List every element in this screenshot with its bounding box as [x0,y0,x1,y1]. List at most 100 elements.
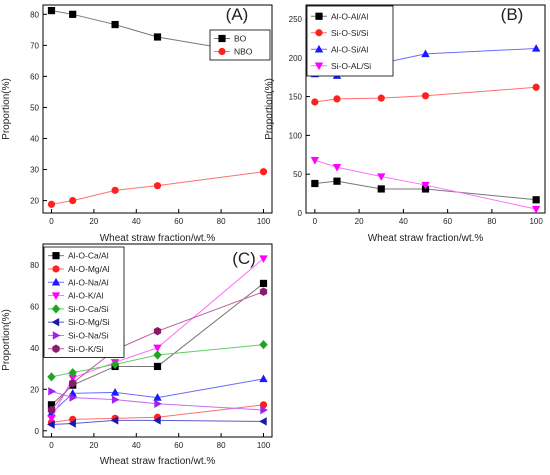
data-point [154,399,162,408]
data-point [333,95,341,103]
legend-label: Si-O-Mg/Si [68,317,110,327]
data-point [69,378,77,388]
legend-marker [315,12,323,20]
x-tick-label: 40 [132,217,141,226]
data-point [47,420,55,429]
y-tick-label: 0 [298,209,303,218]
panel-label: (B) [501,5,524,24]
legend-marker [52,252,60,260]
series-nbo [47,168,268,208]
data-point [47,372,56,382]
data-point [310,157,320,165]
y-tick-label: 60 [30,302,39,311]
data-point [153,362,162,371]
data-point [153,344,162,353]
data-point [532,196,540,204]
data-point [111,186,119,194]
data-point [377,173,386,181]
plot-frame [305,4,546,214]
data-point [259,287,268,296]
data-point [111,20,119,29]
legend-label: Si-O-Na/Si [68,330,109,340]
data-point [69,393,78,402]
data-point [311,179,319,188]
data-point [260,405,268,415]
legend-label: Si-O-Ca/Si [68,304,109,314]
data-point [111,395,120,404]
legend-marker [315,29,323,37]
y-axis-label: Proportion(%) [264,78,275,140]
y-tick-label: 40 [30,134,39,143]
legend-label: Si-O-Si/Si [331,28,368,38]
series-si-o-ca-si [47,340,268,382]
legend-marker [52,344,60,353]
x-tick-label: 60 [174,217,183,226]
legend-label: Al-O-Na/Al [68,277,109,287]
x-axis-label: Wheat straw fraction/wt.% [368,233,484,244]
legend-label: Al-O-K/Al [68,291,104,301]
y-tick-label: 20 [30,385,39,394]
y-tick-label: 80 [30,261,39,270]
legend-marker [51,277,61,286]
data-point [153,326,162,336]
series-al-o-al-al [311,177,540,204]
series-si-o-na-si [48,387,268,415]
data-point [259,168,268,176]
series-si-o-si-si [311,83,540,106]
data-point [153,393,162,401]
data-point [333,177,341,185]
y-tick-label: 150 [289,93,303,102]
legend-marker [218,47,226,56]
x-tick-label: 60 [443,217,452,226]
legend-marker [314,62,324,71]
data-point [110,416,119,425]
legend-label: NBO [234,47,253,57]
plot-frame [42,4,273,214]
data-point [153,182,162,190]
data-point [68,368,77,378]
legend-marker [51,304,61,314]
legend-marker [51,317,60,327]
x-axis-label: Wheat straw fraction/wt.% [100,233,216,244]
y-tick-label: 250 [289,15,303,24]
data-point [531,205,541,214]
data-point [259,255,268,263]
data-point [259,279,268,288]
legend-label: Al-O-Al/Al [331,11,368,21]
x-tick-label: 100 [257,217,271,226]
x-tick-label: 20 [89,441,98,450]
x-tick-label: 60 [174,441,183,450]
x-tick-label: 40 [132,441,141,450]
data-point [69,10,77,18]
data-point [531,44,541,52]
legend-box [43,246,125,358]
y-tick-label: 30 [30,166,39,175]
legend-label: BO [234,34,247,44]
x-tick-label: 0 [313,217,318,226]
x-tick-label: 20 [89,217,98,226]
data-point [421,181,430,190]
panel-label: (C) [232,249,256,268]
legend-marker [51,292,61,300]
data-point [532,83,540,91]
y-tick-label: 20 [30,197,39,206]
data-point [259,417,267,426]
data-point [47,415,56,423]
x-axis-label: Wheat straw fraction/wt.% [100,456,216,467]
series-si-o-mg-si [47,416,267,429]
y-tick-label: 80 [30,10,39,19]
data-point [110,359,120,369]
data-point [68,419,76,428]
legend: Al-O-Ca/Al Al-O-Mg/Al Al-O-Na/Al Al-O-K/Al S… [43,246,125,358]
data-point [69,196,77,205]
data-point [332,164,342,172]
legend-marker [218,34,226,43]
legend-label: Si-O-AL/Si [331,61,371,71]
x-tick-label: 0 [49,441,54,450]
y-tick-label: 100 [289,131,303,140]
x-tick-label: 80 [487,217,496,226]
